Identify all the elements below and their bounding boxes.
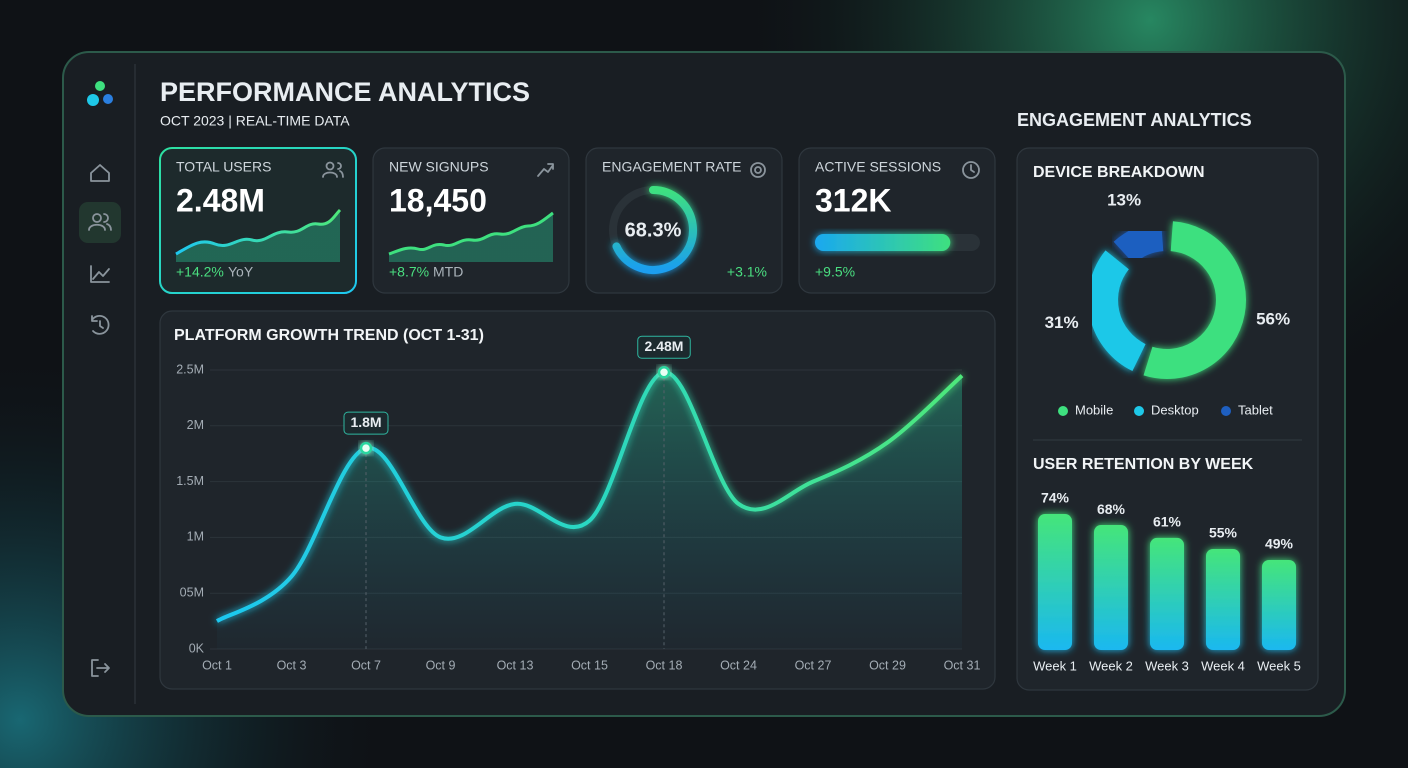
line	[215, 370, 964, 623]
kpi-label: TOTAL USERS	[176, 159, 271, 175]
kpi-label: NEW SIGNUPS	[389, 159, 489, 175]
x-tick-label: Oct 29	[869, 658, 906, 672]
y-tick-label: 1M	[187, 530, 204, 544]
x-tick-label: Oct 3	[277, 658, 307, 672]
legend-label: Mobile	[1075, 402, 1113, 417]
bar[interactable]	[1206, 548, 1240, 650]
chart-title: USER RETENTION BY WEEK	[1033, 456, 1254, 473]
clock-icon	[962, 161, 980, 179]
kpi-value: 312K	[815, 182, 892, 218]
page-subtitle: OCT 2023 | REAL-TIME DATA	[160, 113, 350, 129]
bar[interactable]	[1094, 525, 1128, 650]
legend-swatch	[1134, 406, 1144, 416]
x-tick-label: Oct 13	[497, 658, 534, 672]
bar[interactable]	[1150, 537, 1184, 650]
nav-logout[interactable]	[91, 659, 110, 677]
chart-title: DEVICE BREAKDOWN	[1033, 164, 1205, 181]
x-tick-label: Oct 1	[202, 658, 232, 672]
logo	[87, 81, 113, 106]
donut-segment[interactable]	[1088, 250, 1147, 372]
data-label: 56%	[1256, 310, 1290, 329]
point[interactable]	[657, 365, 671, 379]
kpi-card[interactable]	[585, 147, 783, 294]
data-label: 31%	[1045, 313, 1079, 332]
legend-swatch	[1058, 406, 1068, 416]
legend-label: Desktop	[1151, 402, 1199, 417]
kpi-value: 18,450	[389, 182, 487, 218]
kpi-card[interactable]	[798, 147, 996, 294]
kpi-change: +3.1%	[727, 264, 767, 280]
y-tick-label: 0K	[189, 641, 205, 655]
tooltip-box	[637, 335, 691, 359]
section-title: ENGAGEMENT ANALYTICS	[1017, 110, 1252, 130]
chart-title: PLATFORM GROWTH TREND (OCT 1-31)	[174, 327, 484, 344]
data-label: 13%	[1107, 190, 1141, 209]
x-tick-label: Week 2	[1089, 658, 1133, 673]
y-tick-label: 2.5M	[176, 362, 204, 376]
y-tick-label: 1.5M	[176, 474, 204, 488]
sparkline	[175, 208, 342, 256]
x-tick-label: Week 5	[1257, 658, 1301, 673]
kpi-value: 2.48M	[176, 182, 265, 218]
kpi-label: ENGAGEMENT RATE	[602, 159, 742, 175]
kpi-period: MTD	[433, 264, 463, 280]
nav-home[interactable]	[90, 164, 110, 182]
x-tick-label: Oct 15	[571, 658, 608, 672]
x-tick-label: Week 1	[1033, 658, 1077, 673]
y-tick-label: 05M	[180, 585, 204, 599]
data-label: 74%	[1041, 490, 1070, 506]
x-tick-label: Week 4	[1201, 658, 1245, 673]
x-tick-label: Oct 24	[720, 658, 757, 672]
tooltip-box	[343, 411, 389, 435]
kpi-label: ACTIVE SESSIONS	[815, 159, 941, 175]
point[interactable]	[359, 441, 373, 455]
data-label: 55%	[1209, 525, 1238, 541]
area	[217, 372, 962, 649]
x-tick-label: Oct 7	[351, 658, 381, 672]
nav-history[interactable]	[91, 315, 110, 335]
legend-swatch	[1221, 406, 1231, 416]
data-label: 49%	[1265, 536, 1294, 552]
nav-active-bg	[79, 202, 121, 243]
data-label: 68%	[1097, 501, 1126, 517]
gauge-arc	[612, 186, 697, 274]
kpi-change: +9.5%	[815, 264, 855, 280]
data-label: 1.8M	[350, 414, 381, 430]
x-tick-label: Oct 9	[426, 658, 456, 672]
bar[interactable]	[1262, 559, 1296, 650]
donut-segment[interactable]	[1113, 221, 1164, 265]
x-tick-label: Oct 31	[944, 658, 981, 672]
gauge-label: 68.3%	[625, 219, 682, 241]
progress-fill	[815, 234, 951, 251]
legend-label: Tablet	[1238, 402, 1273, 417]
sparkline-area	[176, 210, 340, 262]
page-title: PERFORMANCE ANALYTICS	[160, 77, 530, 107]
x-tick-label: Week 3	[1145, 658, 1189, 673]
target-icon	[750, 162, 766, 178]
data-label: 61%	[1153, 514, 1182, 530]
data-label: 2.48M	[645, 338, 684, 354]
nav-users[interactable]	[88, 213, 112, 231]
sparkline	[388, 211, 554, 256]
nav-analytics[interactable]	[90, 265, 110, 283]
kpi-change: +8.7%	[389, 264, 429, 280]
users-icon	[322, 161, 344, 178]
x-tick-label: Oct 18	[646, 658, 683, 672]
donut-segment[interactable]	[1143, 221, 1246, 379]
y-tick-label: 2M	[187, 418, 204, 432]
trend-icon	[537, 163, 554, 177]
bar[interactable]	[1038, 514, 1072, 650]
kpi-change: +14.2%	[176, 264, 224, 280]
kpi-period: YoY	[228, 264, 254, 280]
x-tick-label: Oct 27	[795, 658, 832, 672]
sparkline-area	[389, 213, 553, 262]
